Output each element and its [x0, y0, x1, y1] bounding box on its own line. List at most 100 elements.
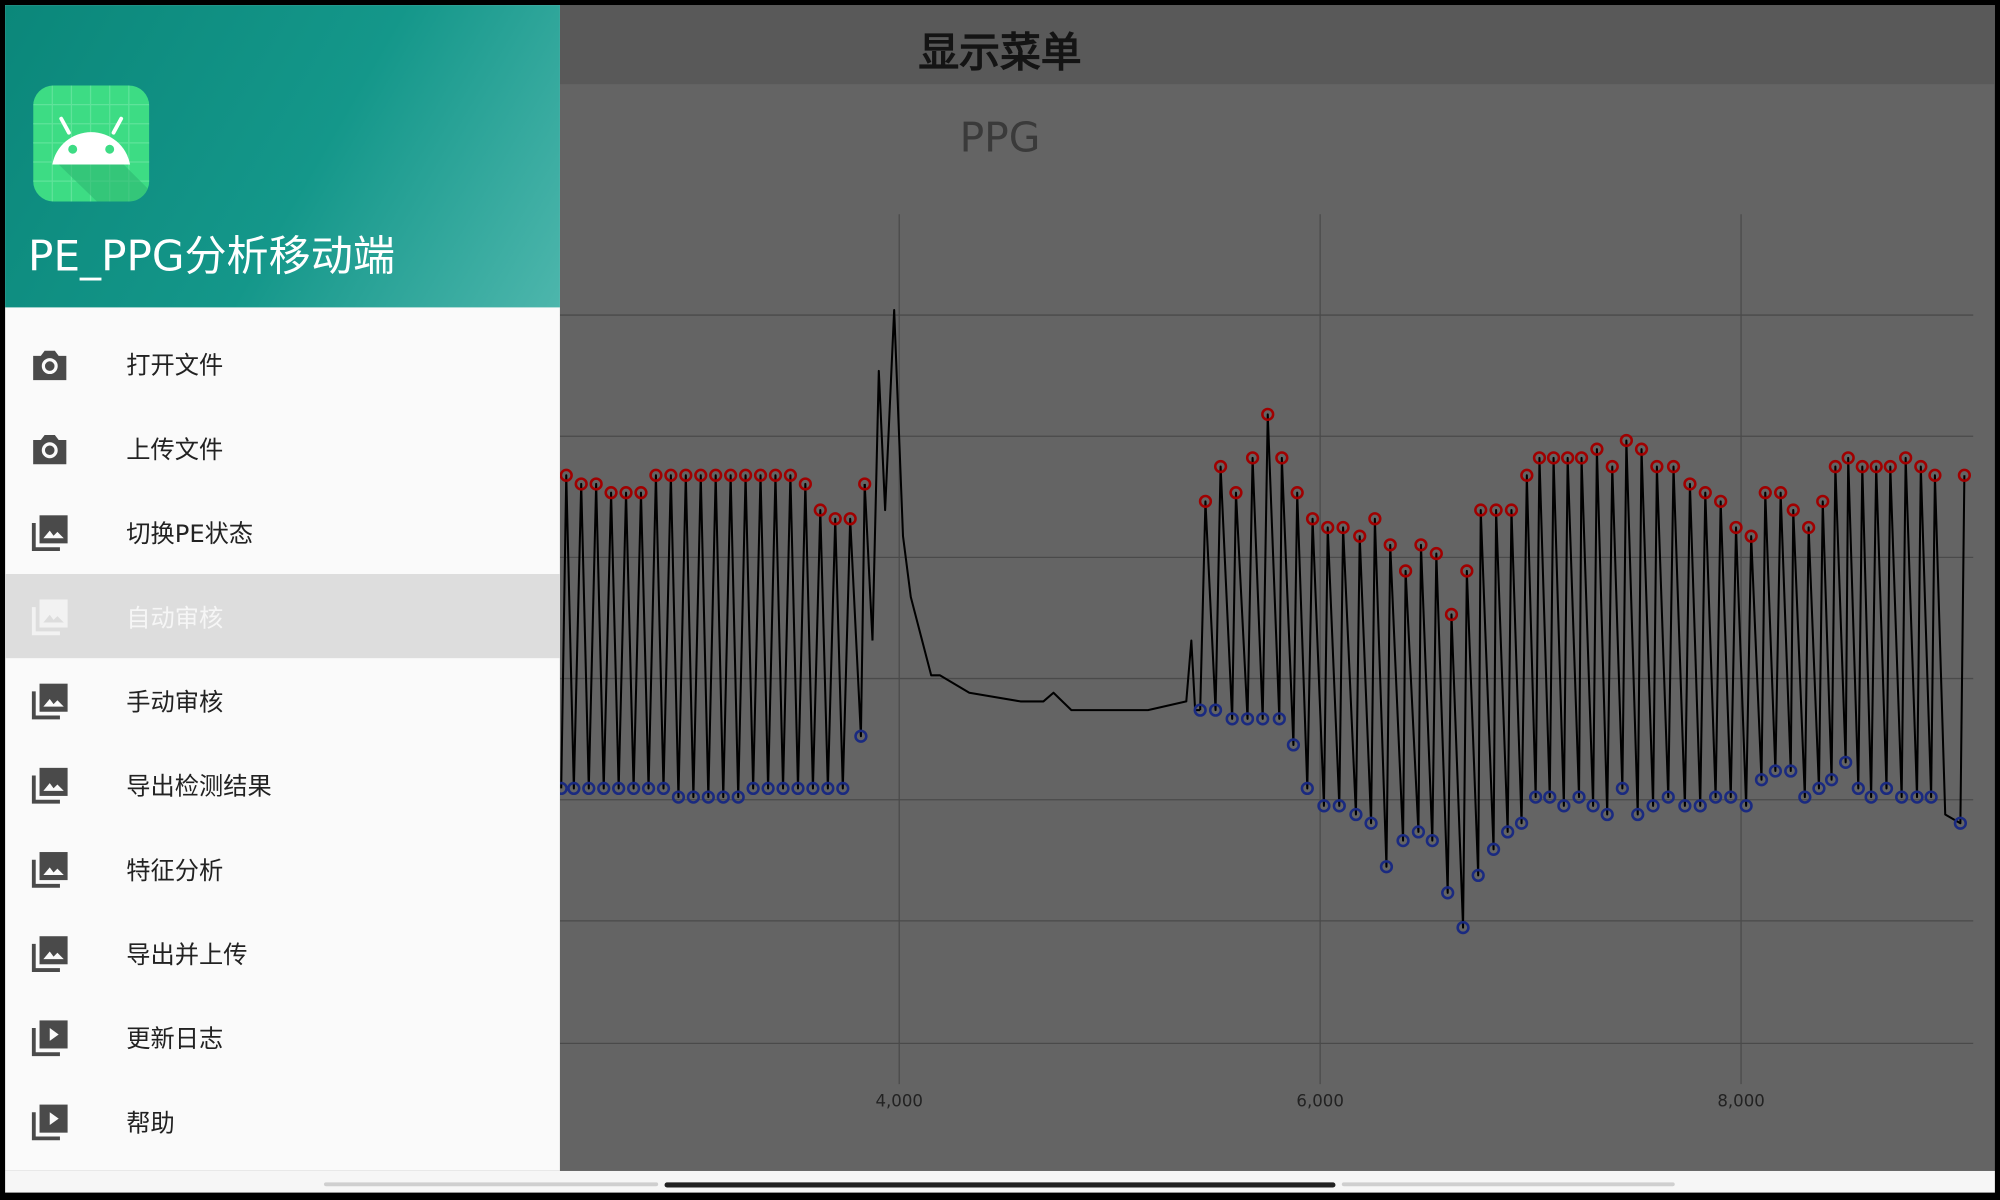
peak-marker: [1683, 477, 1697, 491]
peak-marker: [783, 468, 798, 482]
trough-marker: [1953, 816, 1968, 830]
menu-label: 手动审核: [126, 688, 224, 717]
image-icon: [31, 515, 68, 552]
peak-marker: [1957, 468, 1972, 482]
menu-item[interactable]: 更新日志: [5, 995, 560, 1079]
toolbar: 显示菜单: [559, 5, 1995, 85]
menu-label: 上传文件: [126, 436, 224, 465]
nav-track: [1341, 1182, 1675, 1187]
peak-marker: [753, 468, 768, 482]
drawer-header: PE_PPG分析移动端: [5, 5, 560, 308]
chart-title: PPG: [960, 113, 1041, 161]
trough-marker: [1646, 799, 1660, 813]
menu-label: 导出检测结果: [126, 772, 272, 802]
trough-marker: [776, 781, 790, 796]
ppg-line: [560, 474, 866, 799]
trough-marker: [1501, 825, 1515, 839]
ppg-line: [871, 308, 1197, 712]
peak-marker: [1532, 451, 1547, 465]
peak-marker: [1561, 451, 1575, 465]
trough-marker: [1631, 807, 1645, 822]
peak-marker: [1546, 451, 1561, 465]
peak-marker: [1758, 486, 1772, 500]
menu-item[interactable]: 导出检测结果: [5, 742, 560, 826]
peak-marker: [1869, 459, 1883, 474]
trough-marker: [1272, 712, 1286, 726]
trough-marker: [1879, 781, 1894, 796]
image-icon: [31, 852, 68, 888]
trough-marker: [746, 781, 760, 796]
peak-marker: [1744, 529, 1758, 543]
main-area: 显示菜单: [559, 5, 1995, 1171]
menu-item[interactable]: 切换PE状态: [5, 490, 560, 574]
peak-marker: [1245, 451, 1260, 465]
trough-marker: [731, 790, 745, 804]
trough-marker: [716, 790, 730, 804]
trough-marker: [1486, 842, 1501, 856]
trough-marker: [1332, 799, 1346, 813]
peak-marker: [1914, 459, 1928, 474]
image-icon: [31, 683, 68, 720]
toolbar-title: 显示菜单: [918, 28, 1082, 77]
peak-marker: [574, 477, 588, 491]
trough-marker: [791, 781, 805, 796]
menu-item[interactable]: 特征分析: [5, 827, 560, 911]
trough-marker: [1411, 825, 1426, 839]
home-indicator[interactable]: [664, 1182, 1336, 1188]
peak-marker: [1398, 564, 1413, 578]
menu-item[interactable]: 自动审核: [5, 573, 560, 659]
trough-marker: [656, 781, 671, 796]
trough-marker: [1724, 790, 1738, 804]
peak-marker: [589, 477, 603, 491]
x-tick-label: 8,000: [1717, 1092, 1764, 1111]
trough-marker: [597, 781, 611, 796]
menu-label: 自动审核: [126, 604, 224, 633]
menu-label: 打开文件: [126, 352, 224, 381]
menu-item[interactable]: 导出并上传: [5, 911, 560, 995]
trough-marker: [1678, 799, 1692, 813]
peak-marker: [709, 468, 723, 482]
trough-marker: [1798, 790, 1812, 804]
trough-marker: [836, 781, 850, 796]
trough-marker: [1349, 807, 1363, 822]
peak-marker: [694, 468, 708, 482]
peak-marker: [649, 468, 663, 482]
peak-marker: [1414, 538, 1428, 552]
trough-marker: [671, 790, 686, 804]
menu-item[interactable]: 手动审核: [5, 658, 560, 742]
peak-marker: [1786, 503, 1800, 517]
peak-marker: [1229, 486, 1243, 500]
peak-marker: [604, 486, 618, 500]
peak-marker: [798, 477, 812, 491]
menu-label: 切换PE状态: [126, 520, 254, 549]
trough-marker: [1851, 781, 1865, 796]
trough-marker: [1208, 703, 1223, 717]
peak-marker: [619, 486, 633, 500]
menu-item[interactable]: 打开文件: [5, 321, 560, 405]
trough-marker: [1924, 790, 1938, 804]
image-icon: [31, 767, 68, 804]
peak-marker: [828, 512, 842, 526]
trough-marker: [1768, 764, 1783, 778]
peak-marker: [1460, 564, 1474, 578]
peak-marker: [1841, 451, 1855, 465]
peak-marker: [664, 468, 678, 482]
trough-marker: [854, 729, 868, 743]
menu-item[interactable]: 上传文件: [5, 406, 560, 490]
peak-marker: [1353, 529, 1367, 543]
peak-marker: [1883, 459, 1897, 474]
menu-item[interactable]: 帮助: [5, 1079, 560, 1163]
trough-marker: [1600, 807, 1614, 822]
peak-marker: [1474, 503, 1488, 517]
trough-marker: [567, 781, 581, 796]
peak-marker: [1504, 503, 1519, 517]
peak-marker: [1520, 468, 1534, 482]
peak-marker: [1429, 546, 1443, 561]
trough-marker: [1615, 781, 1630, 796]
video-icon: [31, 1020, 68, 1057]
trough-marker: [1693, 799, 1707, 813]
peak-marker: [1574, 451, 1589, 465]
trough-marker: [641, 781, 656, 796]
